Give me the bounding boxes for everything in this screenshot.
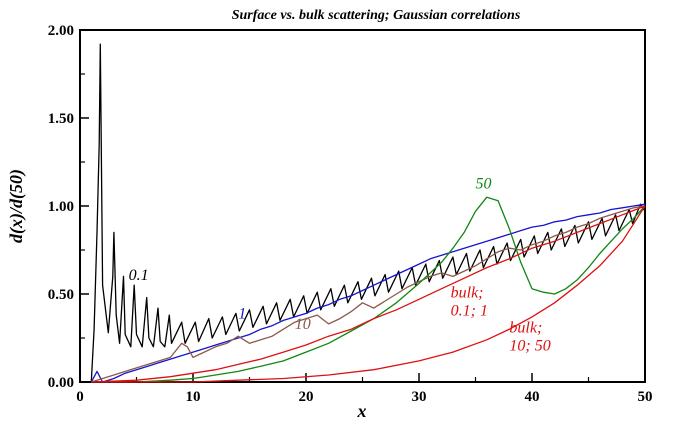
series-label-0-1: 0.1 <box>129 267 149 284</box>
plot-frame <box>79 29 646 383</box>
series-line-0-1 <box>90 43 646 383</box>
x-tick-label: 50 <box>638 389 653 405</box>
series-label-50: 50 <box>476 175 492 192</box>
axis-ticks: 0 10 20 30 40 50 0.00 0.50 1.00 1.50 2.00 <box>48 23 653 405</box>
chart-title: Surface vs. bulk scattering; Gaussian co… <box>232 8 521 23</box>
x-tick-label: 10 <box>186 389 201 405</box>
y-tick-label: 2.00 <box>48 23 74 39</box>
x-tick-label: 30 <box>412 389 427 405</box>
x-tick-label: 0 <box>76 389 84 405</box>
series-line-bulk-10-50 <box>91 205 646 383</box>
y-axis-label: d(x)/d(50) <box>6 169 27 243</box>
series-label-bulk-10-50: bulk; 10; 50 <box>509 320 550 355</box>
series-line-10 <box>91 205 646 383</box>
series-label-10: 10 <box>295 316 311 333</box>
series-line-50 <box>91 196 646 383</box>
x-tick-label: 40 <box>525 389 540 405</box>
series-labels: 0.1 1 10 50 bulk; 0.1; 1 bulk; 10; 50 <box>129 175 551 354</box>
x-tick-label: 20 <box>299 389 314 405</box>
series-label-bulk-0-1-1: bulk; 0.1; 1 <box>451 285 488 320</box>
series-line-1 <box>90 203 646 383</box>
series-line-bulk-0-1-1 <box>91 205 646 383</box>
series-label-1: 1 <box>238 306 246 323</box>
x-axis-label: x <box>357 401 367 421</box>
y-tick-label: 0.50 <box>48 287 74 303</box>
y-tick-label: 1.50 <box>48 111 74 127</box>
series-layer <box>90 43 646 383</box>
y-tick-label: 0.00 <box>48 375 74 391</box>
y-tick-label: 1.00 <box>48 199 74 215</box>
